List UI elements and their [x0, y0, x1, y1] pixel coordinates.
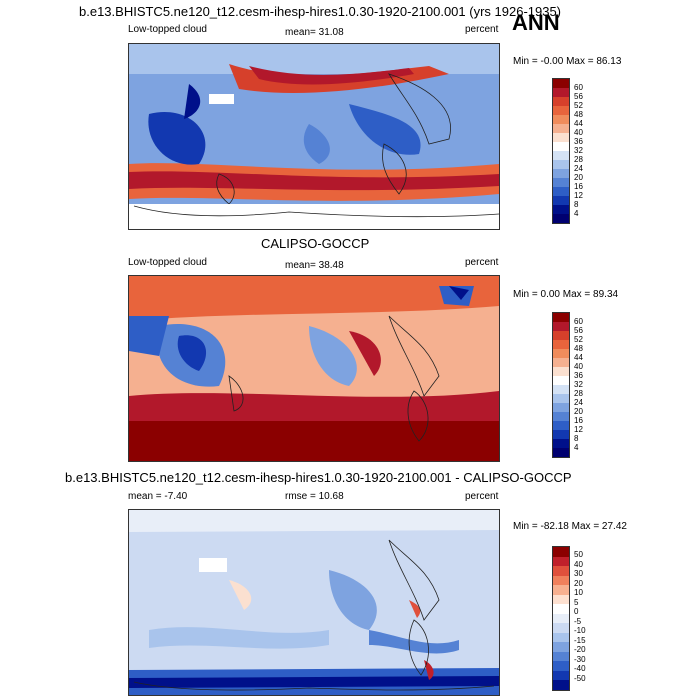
cb2-tick: 56	[574, 326, 583, 335]
panel3-colorbar-labels: 50 40 30 20 10 5 0 -5 -10 -15 -20 -30 -4…	[552, 546, 592, 689]
cb3-tick: 30	[574, 569, 583, 578]
panel1-min-max: Min = -0.00 Max = 86.13	[513, 56, 622, 67]
cb1-tick: 48	[574, 110, 583, 119]
cb1-tick: 44	[574, 119, 583, 128]
panel3-subtitle: b.e13.BHISTC5.ne120_t12.cesm-ihesp-hires…	[65, 470, 572, 485]
cb1-tick: 20	[574, 173, 583, 182]
cb2-tick: 4	[574, 443, 579, 452]
cb1-tick: 56	[574, 92, 583, 101]
cb3-tick: -20	[574, 645, 586, 654]
cb1-tick: 12	[574, 191, 583, 200]
cb1-tick: 4	[574, 209, 579, 218]
cb2-tick: 52	[574, 335, 583, 344]
cb1-tick: 8	[574, 200, 579, 209]
panel2-map-svg	[129, 276, 499, 461]
panel3-colorbar	[552, 546, 570, 691]
cb3-tick: 50	[574, 550, 583, 559]
panel3-map	[128, 509, 500, 696]
cb2-tick: 40	[574, 362, 583, 371]
cb2-tick: 8	[574, 434, 579, 443]
panel2-field-label: Low-topped cloud	[128, 257, 207, 268]
panel2-subtitle: CALIPSO-GOCCP	[261, 236, 370, 251]
panel2-colorbar-labels: 60 56 52 48 44 40 36 32 28 24 20 16 12 8…	[552, 312, 592, 456]
panel1-map-svg	[129, 44, 499, 229]
season-label: ANN	[512, 10, 560, 35]
panel3-map-svg	[129, 510, 499, 695]
panel1-field-label: Low-topped cloud	[128, 24, 207, 35]
panel1-colorbar	[552, 78, 570, 224]
cb3-tick: 10	[574, 588, 583, 597]
cb2-tick: 32	[574, 380, 583, 389]
cb3-tick: -15	[574, 635, 586, 645]
panel2-units: percent	[465, 257, 499, 268]
cb3-tick: -30	[574, 654, 586, 664]
panel1-mean: mean= 31.08	[285, 27, 344, 38]
cb3-tick: 40	[574, 559, 583, 569]
cb2-tick: 12	[574, 425, 583, 434]
panel3-mean: mean = -7.40	[128, 491, 188, 502]
cb2-tick: 20	[574, 407, 583, 416]
cb2-tick: 16	[574, 416, 583, 425]
cb1-tick: 32	[574, 146, 583, 155]
cb1-tick: 24	[574, 164, 583, 173]
panel1-map	[128, 43, 500, 230]
case-title: b.e13.BHISTC5.ne120_t12.cesm-ihesp-hires…	[79, 4, 562, 19]
cb1-tick: 40	[574, 128, 583, 137]
cb3-tick: -50	[574, 673, 586, 683]
panel2-mean: mean= 38.48	[285, 260, 344, 271]
cb3-tick: 20	[574, 578, 583, 588]
panel2-map	[128, 275, 500, 462]
panel3-units: percent	[465, 491, 499, 502]
panel2-min-max: Min = 0.00 Max = 89.34	[513, 289, 619, 300]
cb3-tick: -10	[574, 626, 586, 635]
panel2-colorbar	[552, 312, 570, 458]
panel1-colorbar-labels: 60 56 52 48 44 40 36 32 28 24 20 16 12 8…	[552, 78, 592, 222]
cb3-tick: 0	[574, 607, 579, 616]
cb3-tick: -40	[574, 664, 586, 673]
cb2-tick: 24	[574, 398, 583, 407]
panel3-min-max: Min = -82.18 Max = 27.42	[513, 521, 627, 532]
panel1-units: percent	[465, 24, 499, 35]
panel3-rmse: rmse = 10.68	[285, 491, 344, 502]
cb2-tick: 44	[574, 353, 583, 362]
cb1-tick: 52	[574, 101, 583, 110]
cb1-tick: 28	[574, 155, 583, 164]
cb1-tick: 36	[574, 137, 583, 146]
cb2-tick: 48	[574, 344, 583, 353]
cb2-tick: 28	[574, 389, 583, 398]
cb1-tick: 60	[574, 83, 583, 92]
cb3-tick: -5	[574, 616, 582, 626]
cb3-tick: 5	[574, 597, 579, 607]
cb1-tick: 16	[574, 182, 583, 191]
cb2-tick: 36	[574, 371, 583, 380]
cb2-tick: 60	[574, 317, 583, 326]
